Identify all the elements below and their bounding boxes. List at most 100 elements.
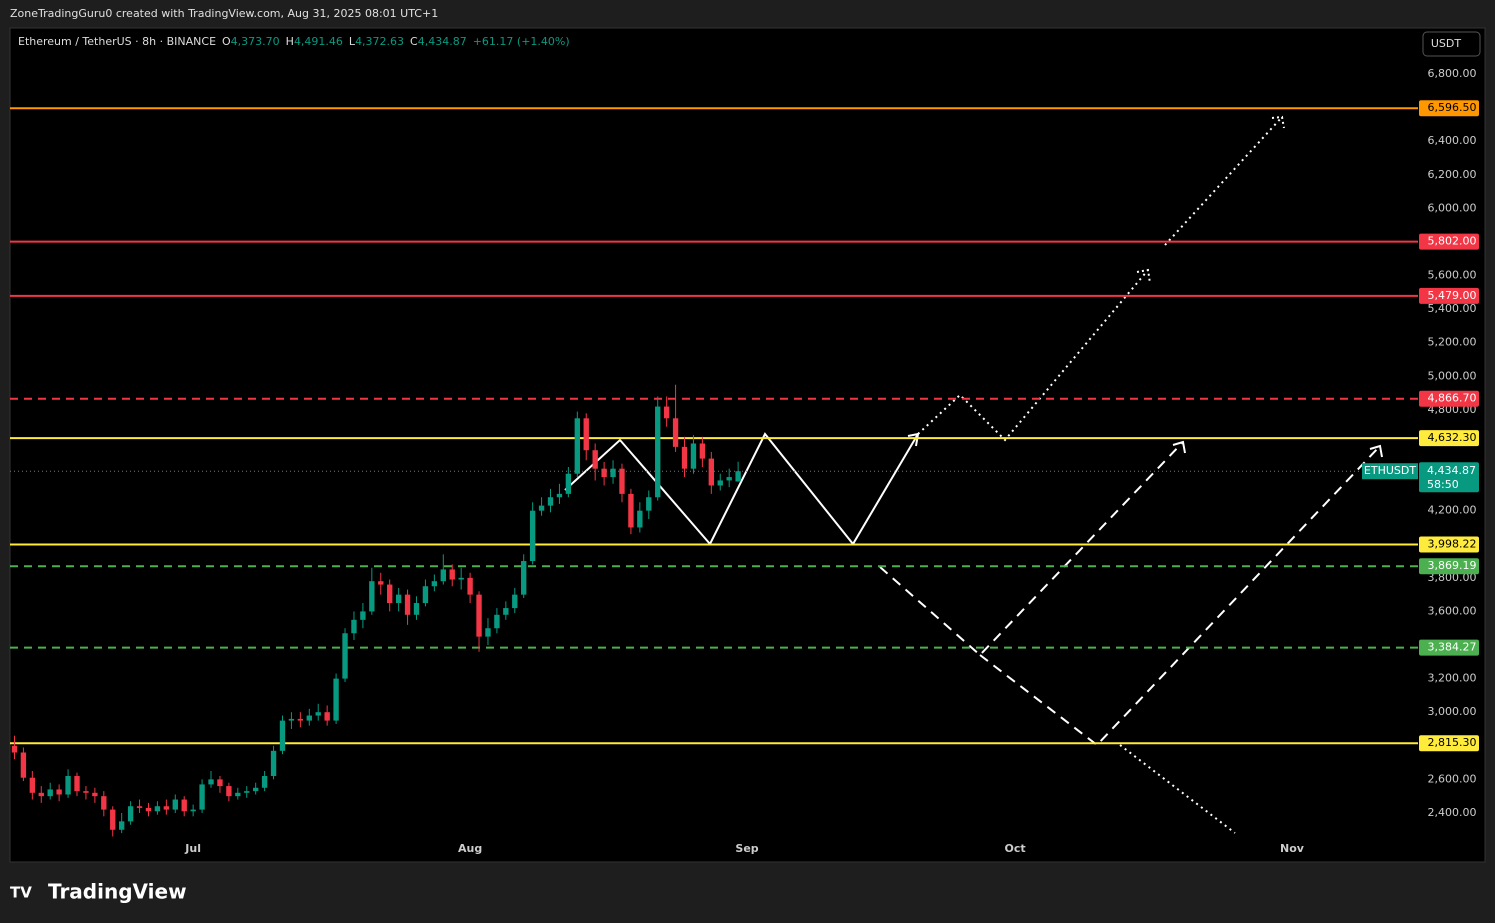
candle-body <box>521 561 527 595</box>
y-tick-label: 3,000.00 <box>1428 705 1477 718</box>
candle-body <box>288 718 295 721</box>
x-tick-label: Oct <box>1005 842 1026 855</box>
candle-body <box>190 809 196 812</box>
arrow-head <box>1271 115 1285 129</box>
candle-body <box>65 776 71 795</box>
candle-body <box>56 789 62 795</box>
ohlc-key: H <box>286 35 294 48</box>
candle-body <box>136 806 143 808</box>
candle-body <box>83 791 89 793</box>
candle-body <box>708 458 714 486</box>
level-label: 2,815.30 <box>1428 736 1477 749</box>
candle-body <box>172 799 178 810</box>
dashed-path <box>879 441 1184 657</box>
candle-body <box>253 787 259 792</box>
y-tick-label: 3,600.00 <box>1428 604 1477 617</box>
candle-body <box>11 745 18 753</box>
arrow-head <box>1369 444 1383 458</box>
y-tick-label: 6,800.00 <box>1428 67 1477 80</box>
level-label: 6,596.50 <box>1428 101 1477 114</box>
currency-button[interactable] <box>1422 31 1481 57</box>
candle-body <box>261 776 268 788</box>
ohlc-value: 4,434.87 <box>418 35 467 48</box>
candle-body <box>458 577 464 580</box>
candle-body <box>574 418 580 474</box>
candle-body <box>395 594 402 604</box>
candle-body <box>369 581 375 612</box>
candle-body <box>440 569 446 582</box>
candle-body <box>20 752 27 778</box>
ohlc-change: +61.17 (+1.40%) <box>473 35 570 48</box>
level-label: 3,998.22 <box>1428 538 1477 551</box>
candle-body <box>378 581 384 585</box>
candle-body <box>154 806 161 812</box>
candle-body <box>547 497 554 506</box>
symbol-box <box>1362 463 1418 480</box>
currency-label[interactable]: USDT <box>1431 37 1462 50</box>
level-label: 5,479.00 <box>1428 289 1477 302</box>
candle-body <box>74 776 80 792</box>
y-tick-label: 4,200.00 <box>1428 504 1477 517</box>
candle-body <box>690 443 697 469</box>
dotted-path <box>1164 116 1283 246</box>
arrow-head <box>1172 440 1186 454</box>
candle-body <box>422 586 429 604</box>
symbol-label: ETHUSDT <box>1364 464 1416 477</box>
candle-body <box>485 628 491 637</box>
candle-body <box>38 792 44 797</box>
candle-body <box>646 497 652 511</box>
candle-body <box>324 712 330 721</box>
candle-body <box>306 715 312 721</box>
candle-body <box>476 594 482 637</box>
candle-body <box>637 510 643 528</box>
arrow-head <box>1136 268 1151 284</box>
candle-body <box>217 779 223 787</box>
candle-body <box>663 406 670 419</box>
brand-name: TradingView <box>48 880 187 904</box>
candle-body <box>163 806 170 810</box>
y-tick-label: 5,400.00 <box>1428 302 1477 315</box>
candle-body <box>342 633 348 679</box>
candle-body <box>404 594 411 615</box>
candle-body <box>565 473 572 494</box>
countdown-label: 58:50 <box>1427 478 1459 491</box>
y-tick-label: 5,600.00 <box>1428 269 1477 282</box>
candle-body <box>699 443 706 459</box>
level-label: 3,384.27 <box>1428 641 1477 654</box>
candle-body <box>628 493 634 528</box>
candle-body <box>110 809 116 830</box>
candle-body <box>333 678 339 721</box>
level-label-box <box>1419 287 1479 304</box>
candle-body <box>208 779 214 785</box>
candle-body <box>47 789 53 797</box>
level-label-box <box>1419 536 1479 553</box>
level-label-box <box>1419 100 1479 117</box>
candle-body <box>279 720 286 751</box>
ohlc-value: 4,491.46 <box>294 35 343 48</box>
candle-body <box>387 584 393 604</box>
candle-body <box>529 510 536 562</box>
candle-body <box>92 792 98 797</box>
candle-body <box>226 786 232 797</box>
level-label-box <box>1419 558 1479 575</box>
y-tick-label: 6,000.00 <box>1428 201 1477 214</box>
symbol: Ethereum / TetherUS · 8h · BINANCE <box>18 35 216 48</box>
level-label-box <box>1419 639 1479 656</box>
candle-body <box>619 468 625 494</box>
ohlc-legend: O4,373.70 H4,491.46 L4,372.63 C4,434.87 +61.… <box>222 35 570 48</box>
y-tick-label: 6,400.00 <box>1428 134 1477 147</box>
candle-body <box>351 619 357 634</box>
level-label: 4,632.30 <box>1428 431 1477 444</box>
candle-body <box>681 446 688 469</box>
candle-body <box>244 791 250 793</box>
ohlc-value: 4,373.70 <box>231 35 280 48</box>
dotted-path <box>1119 744 1236 834</box>
ohlc-key: L <box>349 35 356 48</box>
x-tick-label: Jul <box>184 842 201 855</box>
level-label-box <box>1419 390 1479 407</box>
drawings <box>564 115 1383 834</box>
y-tick-label: 5,200.00 <box>1428 336 1477 349</box>
candle-body <box>181 799 187 812</box>
level-label: 5,802.00 <box>1428 235 1477 248</box>
